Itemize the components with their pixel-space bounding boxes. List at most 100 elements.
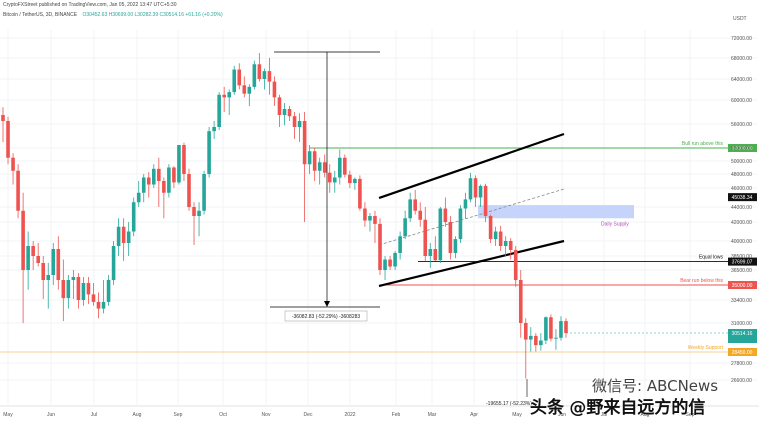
candle-body: [222, 94, 226, 98]
watermark-source: 头条: [530, 398, 564, 418]
candle-body: [418, 210, 423, 220]
candle-body: [152, 168, 156, 185]
price-label-text: 35000.00: [732, 283, 753, 289]
level-label: Weekly Support: [688, 345, 724, 351]
candle-body: [136, 192, 141, 203]
candle-body: [61, 280, 66, 299]
y-tick-label: 48000.00: [731, 172, 752, 178]
price-label-text: 52000.00: [732, 146, 753, 152]
y-tick-label: 60000.00: [731, 98, 752, 104]
candle-body: [378, 223, 382, 270]
watermark-handle: @野来自远方的信: [569, 398, 706, 418]
candle-body: [393, 253, 397, 267]
candle-body: [292, 116, 297, 127]
x-tick-label: Aug: [133, 412, 142, 418]
candle-body: [513, 250, 518, 280]
price-label-box: [728, 193, 757, 202]
overlays: 52000.00 45038.34 37699.07 35000.00 30514.16…: [728, 144, 757, 356]
y-tick-label: 36500.00: [731, 268, 752, 274]
candle-body: [91, 294, 96, 302]
candle-body: [493, 231, 498, 240]
candle-body: [473, 178, 478, 198]
candle-body: [348, 174, 352, 184]
y-tick-label: 72000.00: [731, 36, 752, 42]
ohlc-values: O30452.63 H30699.00 L30282.39 C30514.16 …: [82, 12, 223, 18]
measure-label: -36082.83 (-52.29%) -3608283: [292, 314, 361, 320]
x-tick-label: Nov: [262, 412, 271, 418]
measure2-label: -19655.17 (-52.23%) ...: [486, 401, 537, 407]
candle-body: [398, 236, 402, 253]
candle-body: [21, 210, 25, 270]
candle-body: [428, 249, 433, 256]
candle-body: [468, 178, 473, 200]
candle-body: [523, 323, 528, 340]
x-tick-label: Jun: [558, 412, 566, 418]
x-tick-label: Jul: [601, 412, 607, 418]
candle-body: [483, 185, 488, 216]
channel-upper-line: [378, 132, 565, 200]
candle-body: [518, 280, 523, 323]
candle-body: [56, 249, 61, 280]
candle-body: [212, 127, 216, 132]
level-label: Bull run above this: [682, 141, 724, 147]
candle-body: [76, 277, 81, 300]
candle-body: [368, 216, 372, 221]
candle-body: [257, 64, 262, 79]
candle-body: [247, 86, 252, 94]
candle-body: [478, 185, 483, 198]
channel-lower-line: [378, 239, 565, 288]
candle-body: [207, 131, 211, 174]
candle-body: [458, 208, 463, 240]
measure-arrow: [324, 301, 330, 307]
x-tick-label: Feb: [392, 412, 401, 418]
candle-body: [146, 177, 151, 185]
candle-body: [403, 218, 407, 237]
axes: May Jun Jul Aug Sep Oct Nov Dec 2022 Feb Mar Apr May…: [0, 16, 759, 418]
watermark-wechat: 微信号: ABCNews: [592, 377, 719, 395]
candle-body: [498, 231, 503, 246]
y-tick-label: 40000.00: [731, 239, 752, 245]
x-tick-label: Sep: [174, 412, 183, 418]
y-tick-label: 26600.00: [731, 378, 752, 384]
candle-body: [353, 178, 357, 184]
channel-midline: [378, 188, 565, 246]
candle-body: [101, 301, 106, 309]
x-tick-label: Aug: [641, 412, 650, 418]
candle-body: [51, 249, 56, 275]
candle-body: [277, 97, 282, 115]
candle-body: [302, 121, 307, 165]
candle-body: [307, 151, 312, 165]
candle-body: [287, 109, 292, 117]
candle-body: [544, 317, 548, 341]
watermark-toutiao: 头条 @野来自远方的信: [530, 393, 705, 418]
grid: [0, 30, 757, 405]
candle-body: [121, 226, 126, 243]
candle-body: [564, 321, 568, 333]
price-label-text: 45038.34: [732, 195, 753, 201]
candle-body: [388, 259, 392, 267]
candle-body: [11, 157, 15, 171]
candle-body: [6, 121, 10, 158]
candle-body: [443, 208, 448, 222]
y-tick-label: 38500.00: [731, 254, 752, 260]
y-tick-label: 68000.00: [731, 56, 752, 62]
candle-body: [322, 162, 327, 173]
candle-body: [41, 263, 46, 280]
symbol-label: Bitcoin / TetherUS, 3D, BINANCE: [3, 12, 78, 18]
candle-body: [539, 340, 543, 346]
candle-body: [96, 301, 101, 309]
candle-body: [282, 109, 287, 115]
y-tick-label: 27800.00: [731, 361, 752, 367]
candle-body: [534, 335, 538, 346]
candle-body: [182, 145, 186, 174]
x-tick-label: Jun: [47, 412, 55, 418]
candle-body: [423, 219, 428, 256]
candle-body: [86, 283, 91, 295]
candle-body: [141, 177, 146, 193]
candle-body: [126, 231, 131, 243]
candle-body: [16, 170, 20, 211]
candle-body: [187, 174, 191, 207]
candle-body: [157, 168, 161, 181]
candle-body: [31, 246, 35, 256]
